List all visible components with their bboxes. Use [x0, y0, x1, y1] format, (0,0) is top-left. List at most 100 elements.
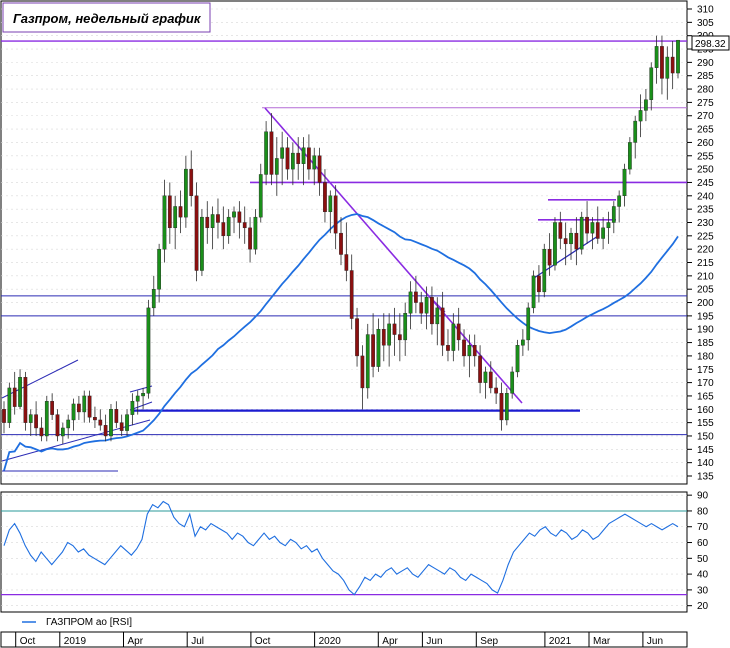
candle-body: [2, 409, 6, 423]
price-tick-label: 190: [697, 325, 714, 336]
price-tick-label: 240: [697, 191, 714, 202]
price-tick-label: 145: [697, 445, 714, 456]
candle-body: [328, 195, 333, 213]
candle-body: [200, 216, 204, 271]
candle-body: [430, 297, 434, 325]
chart-title-box: [2, 2, 211, 33]
candle-body: [39, 427, 44, 437]
candle-body: [71, 403, 76, 421]
candle-body: [627, 142, 632, 170]
candle-body: [232, 211, 236, 218]
price-grid: [1, 8, 687, 477]
candle-body: [381, 329, 386, 346]
candle-body: [590, 222, 595, 234]
price-tick-label: 135: [697, 471, 714, 482]
candle-body: [23, 377, 28, 423]
candle-body: [253, 216, 258, 250]
price-tick-label: 310: [697, 5, 714, 16]
candle-body: [50, 401, 55, 415]
candle-body: [119, 422, 124, 431]
candle-body: [93, 417, 97, 421]
candle-body: [114, 409, 119, 423]
rsi-tick-label: 70: [697, 522, 709, 533]
candle-body: [344, 254, 349, 271]
price-tick-label: 185: [697, 338, 714, 349]
candle-body: [167, 195, 172, 229]
candle-body: [462, 339, 466, 357]
candle-body: [531, 275, 536, 309]
candle-body: [130, 401, 135, 415]
candle-body: [98, 419, 103, 426]
time-tick-label: 2021: [549, 636, 572, 647]
candle-body: [660, 46, 664, 79]
rsi-tick-label: 20: [697, 601, 709, 612]
rsi-tick-label: 30: [697, 585, 709, 596]
candle-body: [649, 67, 654, 100]
candle-body: [184, 168, 188, 218]
candle-body: [537, 275, 541, 293]
candle-body: [617, 195, 622, 207]
candle-body: [141, 393, 145, 397]
price-tick-label: 255: [697, 151, 714, 162]
candle-body: [242, 222, 247, 229]
candle-body: [349, 270, 354, 319]
price-tick-label: 220: [697, 245, 714, 256]
candle-body: [478, 355, 482, 383]
rsi-legend-label: ГАЗПРОМ ао [RSI]: [46, 617, 132, 628]
candle-body: [499, 393, 504, 421]
candle-body: [440, 307, 445, 346]
candle-body: [82, 395, 87, 413]
rsi-line: [3, 500, 679, 596]
price-tick-label: 230: [697, 218, 714, 229]
candle-body: [644, 99, 648, 111]
candle-body: [563, 238, 568, 245]
candle-body: [494, 387, 498, 394]
chart-title: Газпром, недельный график: [13, 11, 202, 26]
price-tick-label: 210: [697, 271, 714, 282]
candle-body: [547, 248, 552, 266]
candle-body: [339, 232, 343, 255]
candle-body: [87, 395, 92, 418]
time-tick-label: 2019: [64, 636, 87, 647]
time-tick-label: Mar: [593, 636, 611, 647]
candle-body: [333, 195, 338, 234]
price-tick-label: 155: [697, 418, 714, 429]
candle-body: [483, 371, 488, 383]
time-tick-label: Jun: [426, 636, 442, 647]
candle-body: [676, 39, 680, 74]
candle-body: [44, 401, 49, 437]
candle-body: [665, 56, 670, 79]
candle-body: [18, 377, 22, 407]
candle-body: [274, 158, 279, 175]
candle-body: [521, 339, 525, 346]
candle-body: [125, 414, 129, 431]
time-axis-labels: Oct 2019 Apr Jul Oct 2020 Apr Jun Sep 2021 Mar Jun: [15, 632, 663, 647]
price-tick-label: 180: [697, 351, 714, 362]
candle-body: [574, 232, 579, 250]
time-tick-label: Oct: [255, 636, 271, 647]
rsi-tick-label: 90: [697, 491, 709, 502]
candle-body: [162, 195, 167, 250]
time-axis-frame: [0, 631, 688, 648]
candle-body: [595, 222, 600, 239]
price-y-axis: 135 140 145 150 155 160 165 170 175 180 185 190 195 2…: [687, 5, 714, 482]
rsi-tick-label: 50: [697, 554, 709, 565]
last-price-label: 298.32: [695, 39, 726, 50]
candle-body: [387, 323, 392, 346]
candle-body: [248, 227, 252, 250]
candle-body: [210, 214, 215, 229]
candle-body: [558, 222, 563, 239]
time-tick-label: Apr: [128, 636, 144, 647]
candle-body: [269, 131, 274, 175]
candle-body: [622, 168, 627, 197]
candle-body: [569, 232, 573, 245]
price-tick-label: 305: [697, 18, 714, 29]
price-tick-label: 200: [697, 298, 714, 309]
price-tick-label: 140: [697, 458, 714, 469]
price-tick-label: 275: [697, 98, 714, 109]
candle-body: [542, 248, 547, 293]
rsi-tick-label: 40: [697, 570, 709, 581]
candle-body: [408, 291, 413, 314]
price-tick-label: 205: [697, 285, 714, 296]
